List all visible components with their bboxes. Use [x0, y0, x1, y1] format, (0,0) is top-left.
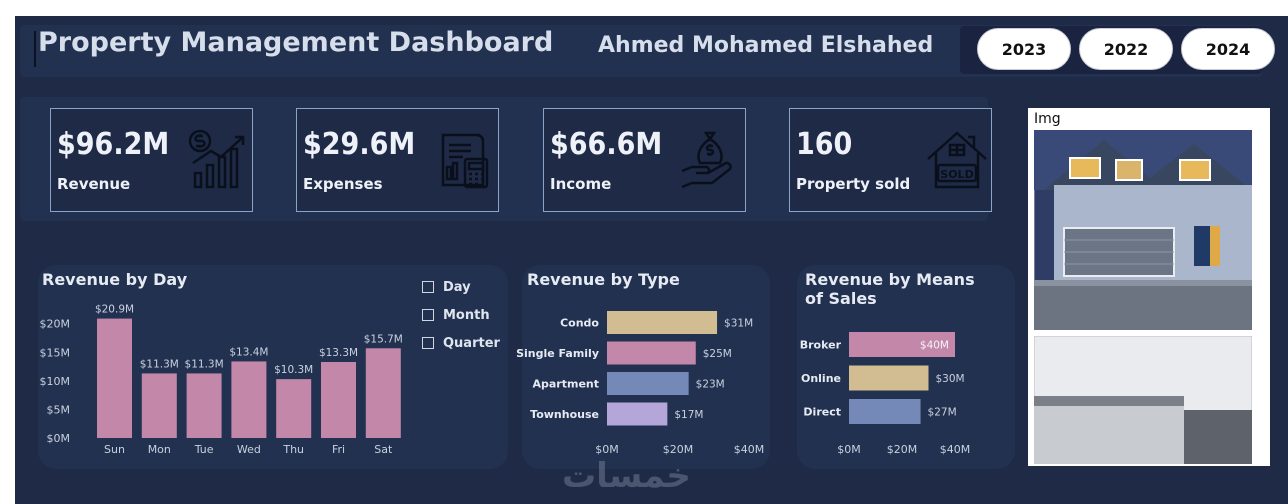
kpi-value: $29.6M	[303, 127, 416, 162]
checkbox[interactable]	[422, 281, 434, 293]
year-button-2023[interactable]: 2023	[977, 28, 1071, 70]
slicer-label: Quarter	[443, 335, 500, 351]
kpi-value: $66.6M	[550, 127, 663, 162]
sold-sign-text: SOLD	[940, 168, 973, 181]
revenue-by-type-title: Revenue by Type	[527, 270, 680, 289]
slicer-label: Day	[443, 279, 471, 295]
revenue-by-type-panel	[522, 265, 770, 469]
kpi-card-property-sold: 160 Property sold SOLD	[789, 108, 992, 212]
checkbox[interactable]	[422, 337, 434, 349]
kpi-label: Property sold	[796, 175, 911, 193]
slicer-item-day[interactable]: Day	[422, 277, 471, 297]
image-panel: Img	[1028, 108, 1270, 466]
revenue-by-means-title: Revenue by Means of Sales	[805, 270, 975, 308]
page-title: Property Management Dashboard	[38, 27, 554, 58]
slicer-label: Month	[443, 307, 490, 323]
kpi-card-expenses: $29.6M Expenses	[296, 108, 499, 212]
revenue-chart-icon	[188, 129, 245, 189]
money-bag-hand-icon	[681, 131, 732, 189]
house-sold-sign-icon: SOLD	[927, 131, 987, 189]
watermark-text: خمسات	[562, 456, 691, 496]
author-name: Ahmed Mohamed Elshahed	[598, 33, 934, 58]
checkbox[interactable]	[422, 309, 434, 321]
kpi-label: Expenses	[303, 175, 383, 193]
text-cursor	[34, 31, 36, 67]
period-slicer: Day Month Quarter	[422, 264, 514, 356]
kpi-card-income: $66.6M Income	[543, 108, 746, 212]
kpi-value: $96.2M	[57, 127, 170, 162]
year-button-2024[interactable]: 2024	[1181, 28, 1275, 70]
kpi-label: Income	[550, 175, 612, 193]
year-button-2022[interactable]: 2022	[1079, 28, 1173, 70]
revenue-by-day-title: Revenue by Day	[42, 270, 188, 289]
kpi-card-revenue: $96.2M Revenue	[50, 108, 253, 212]
kpi-label: Revenue	[57, 175, 131, 193]
slicer-item-month[interactable]: Month	[422, 305, 490, 325]
image-panel-label: Img	[1034, 111, 1061, 127]
building-photo	[1034, 336, 1252, 464]
invoice-calculator-icon	[441, 133, 489, 189]
kpi-value: 160	[796, 127, 853, 162]
house-photo	[1034, 130, 1252, 330]
slicer-item-quarter[interactable]: Quarter	[422, 333, 500, 353]
